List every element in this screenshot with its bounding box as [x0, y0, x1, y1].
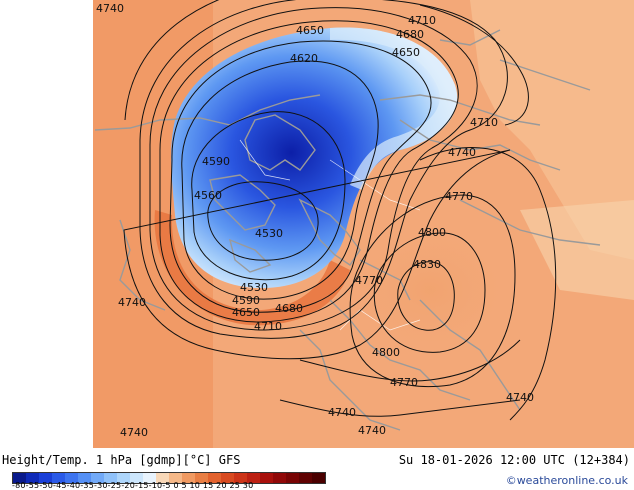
colorbar-segment — [312, 473, 325, 483]
colorbar-segment — [169, 473, 182, 483]
contour-label: 4650 — [296, 24, 324, 37]
contour-label: 4590 — [232, 294, 260, 307]
colorbar-segment — [286, 473, 299, 483]
colorbar-segment — [234, 473, 247, 483]
contour-label: 4740 — [358, 424, 386, 437]
weather-map: 4740 4650 4710 4680 4650 4620 4710 4740 … — [93, 0, 634, 448]
contour-label: 4650 — [232, 306, 260, 319]
colorbar-segment — [195, 473, 208, 483]
contour-label: 4740 — [328, 406, 356, 419]
contour-label: 4740 — [118, 296, 146, 309]
colorbar-segment — [182, 473, 195, 483]
credit-link[interactable]: ©weatheronline.co.uk — [505, 474, 628, 487]
contour-labels: 4740 4650 4710 4680 4650 4620 4710 4740 … — [96, 2, 534, 439]
warm-core — [340, 220, 520, 360]
contour-label: 4800 — [418, 226, 446, 239]
colorbar-segment — [104, 473, 117, 483]
colorbar-segment — [117, 473, 130, 483]
warm-light-patch — [470, 0, 634, 260]
contour-label: 4770 — [355, 274, 383, 287]
valid-datetime: Su 18-01-2026 12:00 UTC (12+384) — [398, 453, 630, 467]
cold-low-shading — [171, 27, 458, 289]
contour-label: 4770 — [445, 190, 473, 203]
contour-label: 4530 — [240, 281, 268, 294]
contour-label: 4530 — [255, 227, 283, 240]
contour-label: 4710 — [408, 14, 436, 27]
colorbar-segment — [26, 473, 39, 483]
colorbar-segment — [65, 473, 78, 483]
contour-label: 4740 — [448, 146, 476, 159]
colorbar-segment — [273, 473, 286, 483]
colorbar-segment — [247, 473, 260, 483]
map-title: Height/Temp. 1 hPa [gdmp][°C] GFS — [2, 453, 241, 467]
colorbar-segment — [156, 473, 169, 483]
contour-label: 4830 — [413, 258, 441, 271]
colorbar-segment — [299, 473, 312, 483]
colorbar-segment — [208, 473, 221, 483]
colorbar-segment — [39, 473, 52, 483]
contour-label: 4680 — [396, 28, 424, 41]
contour-label: 4650 — [392, 46, 420, 59]
colorbar-segment — [260, 473, 273, 483]
contour-label: 4680 — [275, 302, 303, 315]
colorbar-segment — [52, 473, 65, 483]
height-contours — [123, 0, 557, 421]
colorbar-segment — [13, 473, 26, 483]
colorbar-tick-labels: -80-55-50-45-40-35-30-25-20-15-10-5 0 5 … — [12, 481, 254, 490]
contour-label: 4620 — [290, 52, 318, 65]
contour-label: 4710 — [254, 320, 282, 333]
colorbar — [12, 472, 326, 484]
colorbar-segment — [130, 473, 143, 483]
contour-label: 4560 — [194, 189, 222, 202]
contour-label: 4740 — [96, 2, 124, 15]
contour-label: 4710 — [470, 116, 498, 129]
colorbar-segment — [91, 473, 104, 483]
cold-low-fringe — [330, 27, 458, 191]
contour-label: 4770 — [390, 376, 418, 389]
contour-label: 4740 — [120, 426, 148, 439]
warm-lighter-patch — [520, 200, 634, 300]
colorbar-segment — [221, 473, 234, 483]
colorbar-segment — [143, 473, 156, 483]
contour-label: 4590 — [202, 155, 230, 168]
contour-label: 4800 — [372, 346, 400, 359]
contour-label: 4740 — [506, 391, 534, 404]
colorbar-segment — [78, 473, 91, 483]
